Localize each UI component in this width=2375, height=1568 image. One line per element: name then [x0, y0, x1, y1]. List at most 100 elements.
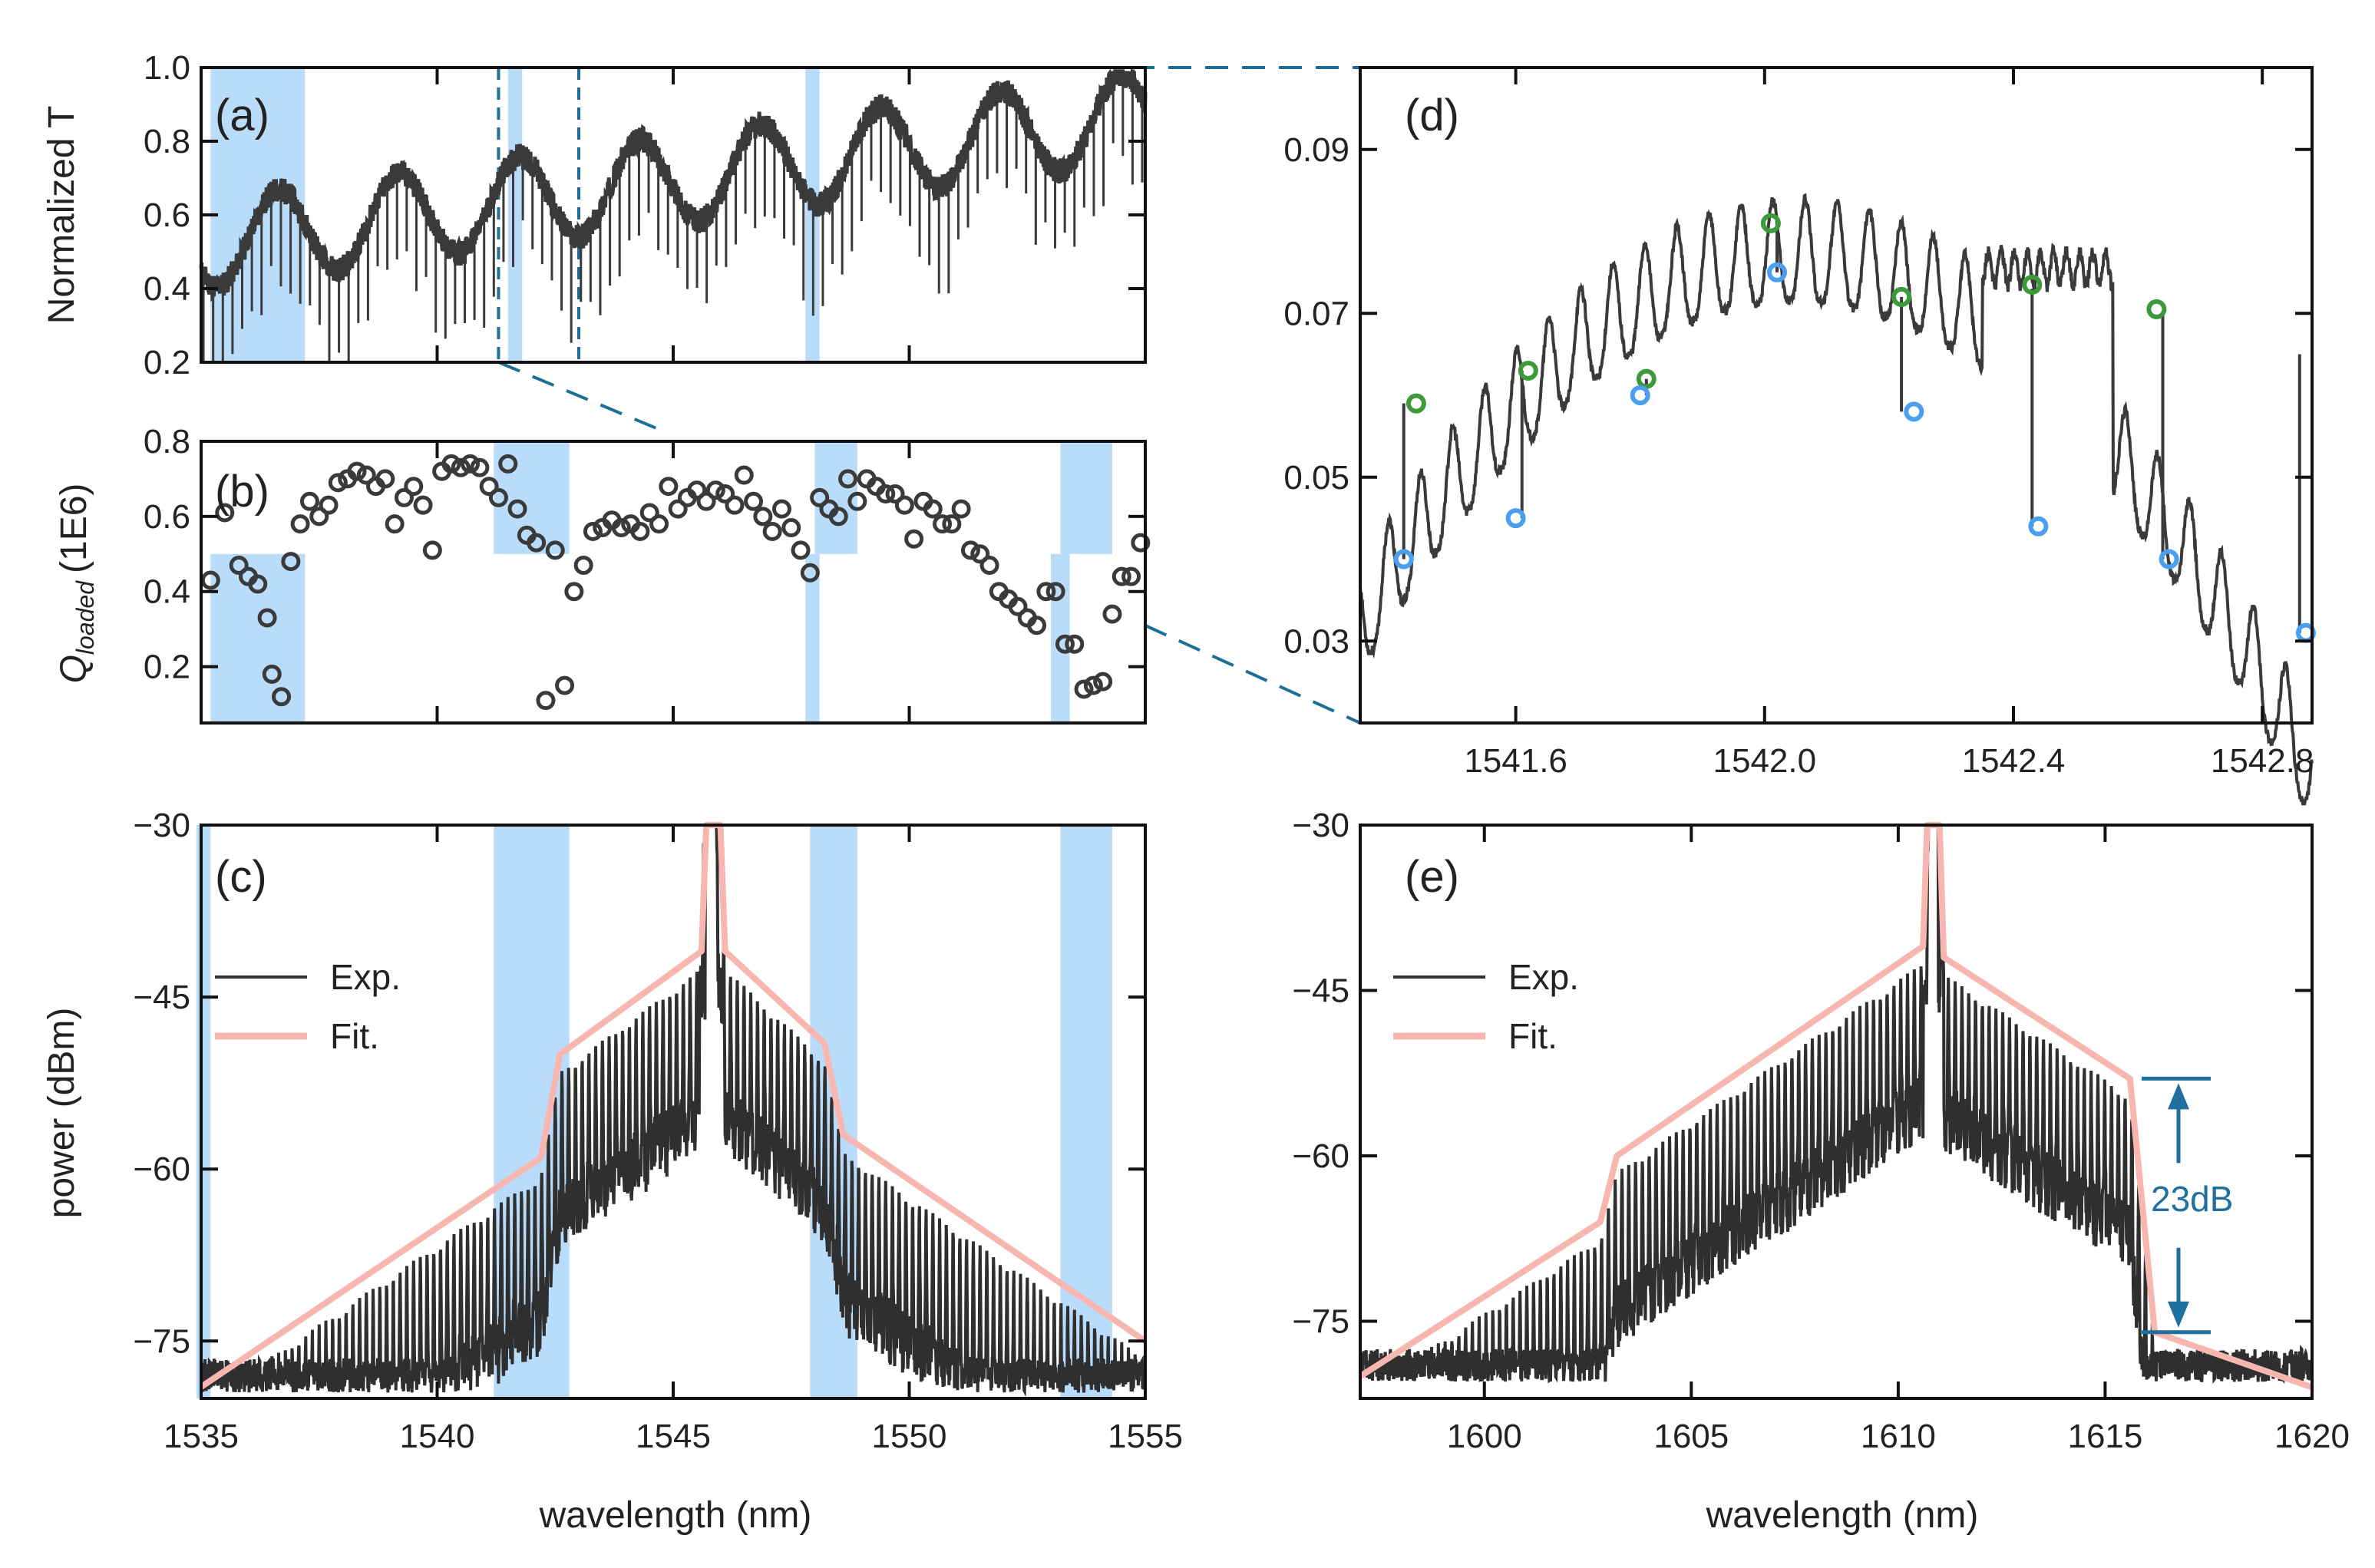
q-point	[725, 495, 745, 515]
axes-b	[200, 440, 1147, 725]
q-point	[960, 540, 980, 560]
q-point	[951, 499, 971, 519]
q-point	[838, 469, 858, 489]
blue-markers-d	[1393, 262, 2316, 643]
q-point	[299, 491, 319, 511]
axes-layer	[200, 66, 2314, 1400]
q-point	[979, 555, 999, 575]
q-point	[1036, 582, 1056, 602]
q-scatter-b	[200, 454, 1151, 711]
highlight-band-b	[1060, 441, 1112, 554]
y-axis-title-b: Qloaded (1E6)	[54, 484, 99, 684]
q-point	[630, 521, 650, 541]
text-layer: (a) (b) (c) (d) (e) Normalized T Qloaded…	[41, 49, 2350, 1536]
q-point	[715, 484, 735, 504]
q-point	[611, 518, 631, 538]
x-tick-label-e: 1600	[1447, 1418, 1522, 1455]
q-point	[1027, 616, 1047, 635]
q-point	[413, 495, 433, 515]
y-tick-label-e: −75	[1292, 1302, 1349, 1340]
q-point	[687, 480, 707, 500]
green-marker	[1760, 213, 1781, 233]
q-point	[1074, 679, 1094, 699]
axes-e	[1359, 824, 2314, 1400]
x-axis-title-c: wavelength (nm)	[539, 1495, 812, 1536]
exp-trace-e	[1359, 824, 2314, 1385]
q-point	[1065, 634, 1085, 654]
blue-marker	[1630, 385, 1650, 405]
transmission-trace-d	[1359, 193, 2314, 806]
panel-label-d: (d)	[1405, 91, 1459, 140]
q-point	[1102, 604, 1122, 624]
y-tick-label-b: 0.6	[144, 498, 190, 536]
q-subscript: loaded	[71, 580, 99, 655]
y-tick-label-a: 0.8	[144, 123, 190, 160]
q-point	[1083, 675, 1103, 695]
q-point	[800, 563, 820, 583]
x-tick-label-c: 1545	[636, 1418, 711, 1455]
y-axis-title-c: power (dBm)	[41, 1008, 82, 1219]
blue-marker	[2028, 516, 2049, 536]
q-point	[281, 552, 301, 572]
green-marker	[2146, 299, 2167, 319]
highlight-band-b	[805, 553, 820, 723]
resonance-dips-d	[1402, 223, 2301, 633]
frame-d	[1359, 66, 2314, 725]
q-point	[564, 582, 584, 602]
q-point	[479, 477, 499, 497]
y-tick-label-d: 0.09	[1283, 131, 1349, 169]
blue-marker	[1505, 508, 1526, 529]
q-point	[309, 507, 329, 527]
q-point	[696, 491, 716, 511]
q-point	[422, 540, 442, 560]
q-point	[1045, 582, 1065, 602]
exp-trace-c	[200, 824, 1147, 1397]
q-point	[1008, 596, 1028, 616]
q-point	[876, 484, 896, 504]
y-tick-label-b: 0.4	[144, 573, 190, 611]
q-point	[659, 477, 679, 497]
y-tick-label-a: 0.4	[144, 270, 190, 308]
y-tick-label-c: −30	[133, 807, 190, 844]
q-point	[583, 521, 603, 541]
q-point	[272, 687, 292, 707]
highlight-band-c	[196, 825, 211, 1398]
q-point	[404, 477, 424, 497]
y-tick-label-c: −60	[133, 1150, 190, 1188]
q-point	[545, 540, 565, 560]
q-point	[290, 514, 310, 534]
q-point	[771, 499, 791, 519]
frame-e	[1359, 824, 2314, 1400]
y-tick-label-e: −45	[1292, 972, 1349, 1009]
q-point	[810, 487, 830, 507]
y-tick-label-a: 0.6	[144, 196, 190, 234]
panel-label-c: (c)	[215, 852, 267, 902]
q-point	[1131, 533, 1151, 553]
q-point	[744, 491, 764, 511]
q-point	[262, 664, 282, 684]
y-tick-label-e: −30	[1292, 807, 1349, 844]
x-tick-label-e: 1615	[2067, 1418, 2142, 1455]
q-point	[828, 507, 848, 527]
q-point	[215, 503, 235, 523]
x-tick-label-c: 1540	[400, 1418, 475, 1455]
x-tick-label-e: 1605	[1653, 1418, 1729, 1455]
green-marker	[2022, 274, 2043, 295]
q-point	[942, 514, 962, 534]
q-unit: (1E6)	[54, 484, 94, 573]
blue-marker	[1767, 262, 1788, 282]
q-point	[555, 675, 575, 695]
x-tick-label-d: 1542.4	[1962, 742, 2066, 780]
x-tick-label-d: 1542.8	[2211, 742, 2314, 780]
x-tick-label-d: 1542.0	[1713, 742, 1817, 780]
green-marker	[1518, 360, 1538, 381]
x-tick-label-e: 1620	[2274, 1418, 2350, 1455]
y-tick-label-c: −75	[133, 1322, 190, 1360]
q-point	[498, 454, 518, 474]
axes-d	[1359, 66, 2314, 725]
q-point	[385, 514, 405, 534]
q-point	[1121, 566, 1141, 586]
q-point	[451, 457, 471, 477]
q-point	[1112, 566, 1131, 586]
y-tick-label-d: 0.03	[1283, 622, 1349, 660]
